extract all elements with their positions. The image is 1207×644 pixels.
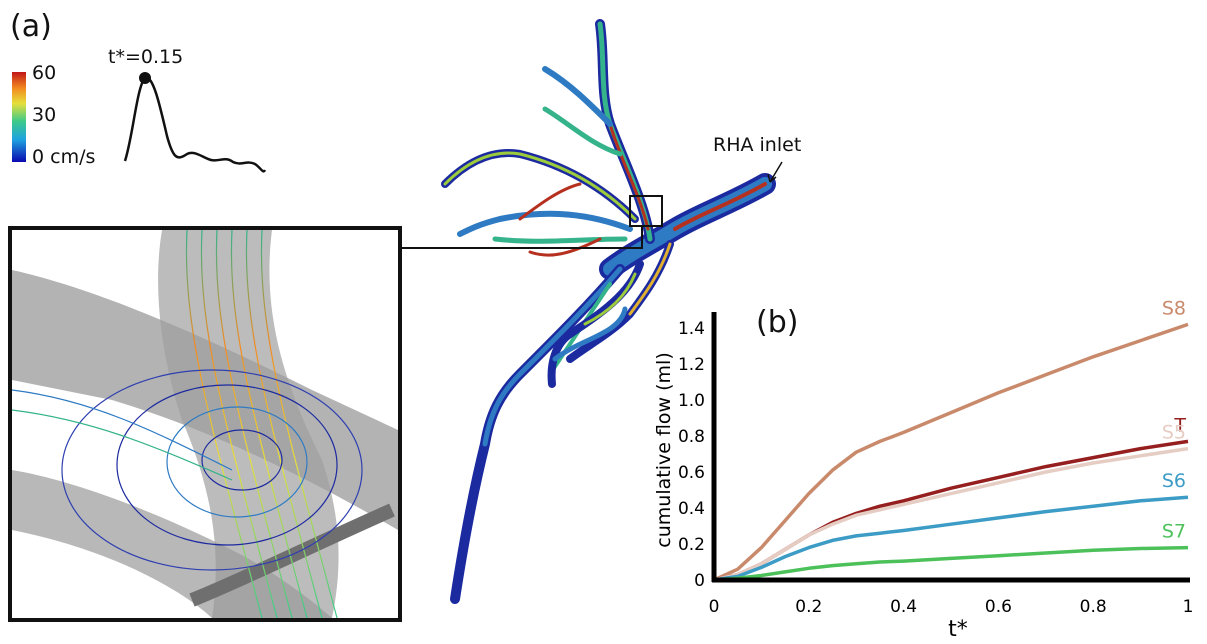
y-tick-label: 0 (694, 571, 705, 591)
colorbar-tick-mid: 30 (32, 104, 57, 126)
series-label-s5: S5 (1162, 422, 1186, 444)
waveform-time-label: t*=0.15 (108, 46, 184, 68)
series-label-s8: S8 (1162, 300, 1186, 319)
panel-b-label: (b) (756, 305, 799, 340)
y-tick-label: 0.4 (678, 499, 705, 519)
zoom-connector (402, 225, 643, 249)
hepatic-vessel-tree (441, 19, 783, 604)
cumulative-flow-chart: 0 0.2 0.4 0.6 0.8 1.0 1.2 1.4 0 0.2 0.4 0.6 0.8 1 S8… (653, 300, 1194, 642)
series-line-s7 (713, 545, 1189, 582)
series-line-s8 (713, 322, 1189, 582)
panel-a-label: (a) (10, 9, 52, 44)
y-tick-label: 1.4 (678, 319, 705, 339)
x-tick-label: 0.2 (795, 597, 822, 617)
y-axis-label: cumulative flow (ml) (653, 352, 675, 547)
x-tick-label: 0.4 (890, 597, 917, 617)
y-tick-label: 0.8 (678, 427, 705, 447)
waveform-line (123, 76, 267, 173)
streamline-detail (12, 230, 398, 618)
y-tick-label: 1.2 (678, 355, 705, 375)
x-axis-label: t* (948, 617, 968, 642)
series-label-s6: S6 (1162, 470, 1186, 492)
series-line-s5 (713, 446, 1189, 582)
x-tick-label: 0.8 (1080, 597, 1107, 617)
colorbar-tick-min: 0 cm/s (32, 146, 96, 168)
x-tick-label: 0 (709, 597, 720, 617)
x-tick-label: 1 (1183, 597, 1194, 617)
y-tick-label: 1.0 (678, 391, 705, 411)
zoom-region-box (629, 195, 663, 227)
series-line-s6 (713, 495, 1189, 582)
zoom-inset (8, 226, 402, 622)
velocity-colorbar (12, 72, 26, 162)
x-tick-label: 0.6 (985, 597, 1012, 617)
inlet-arrow (769, 161, 783, 183)
colorbar-tick-max: 60 (32, 62, 57, 84)
inlet-label: RHA inlet (713, 134, 802, 156)
y-tick-label: 0.6 (678, 463, 705, 483)
y-tick-label: 0.2 (678, 535, 705, 555)
waveform-time-marker (139, 72, 151, 84)
inflow-waveform (123, 72, 267, 173)
series-label-t: T (1173, 414, 1186, 436)
series-label-s7: S7 (1162, 521, 1186, 543)
